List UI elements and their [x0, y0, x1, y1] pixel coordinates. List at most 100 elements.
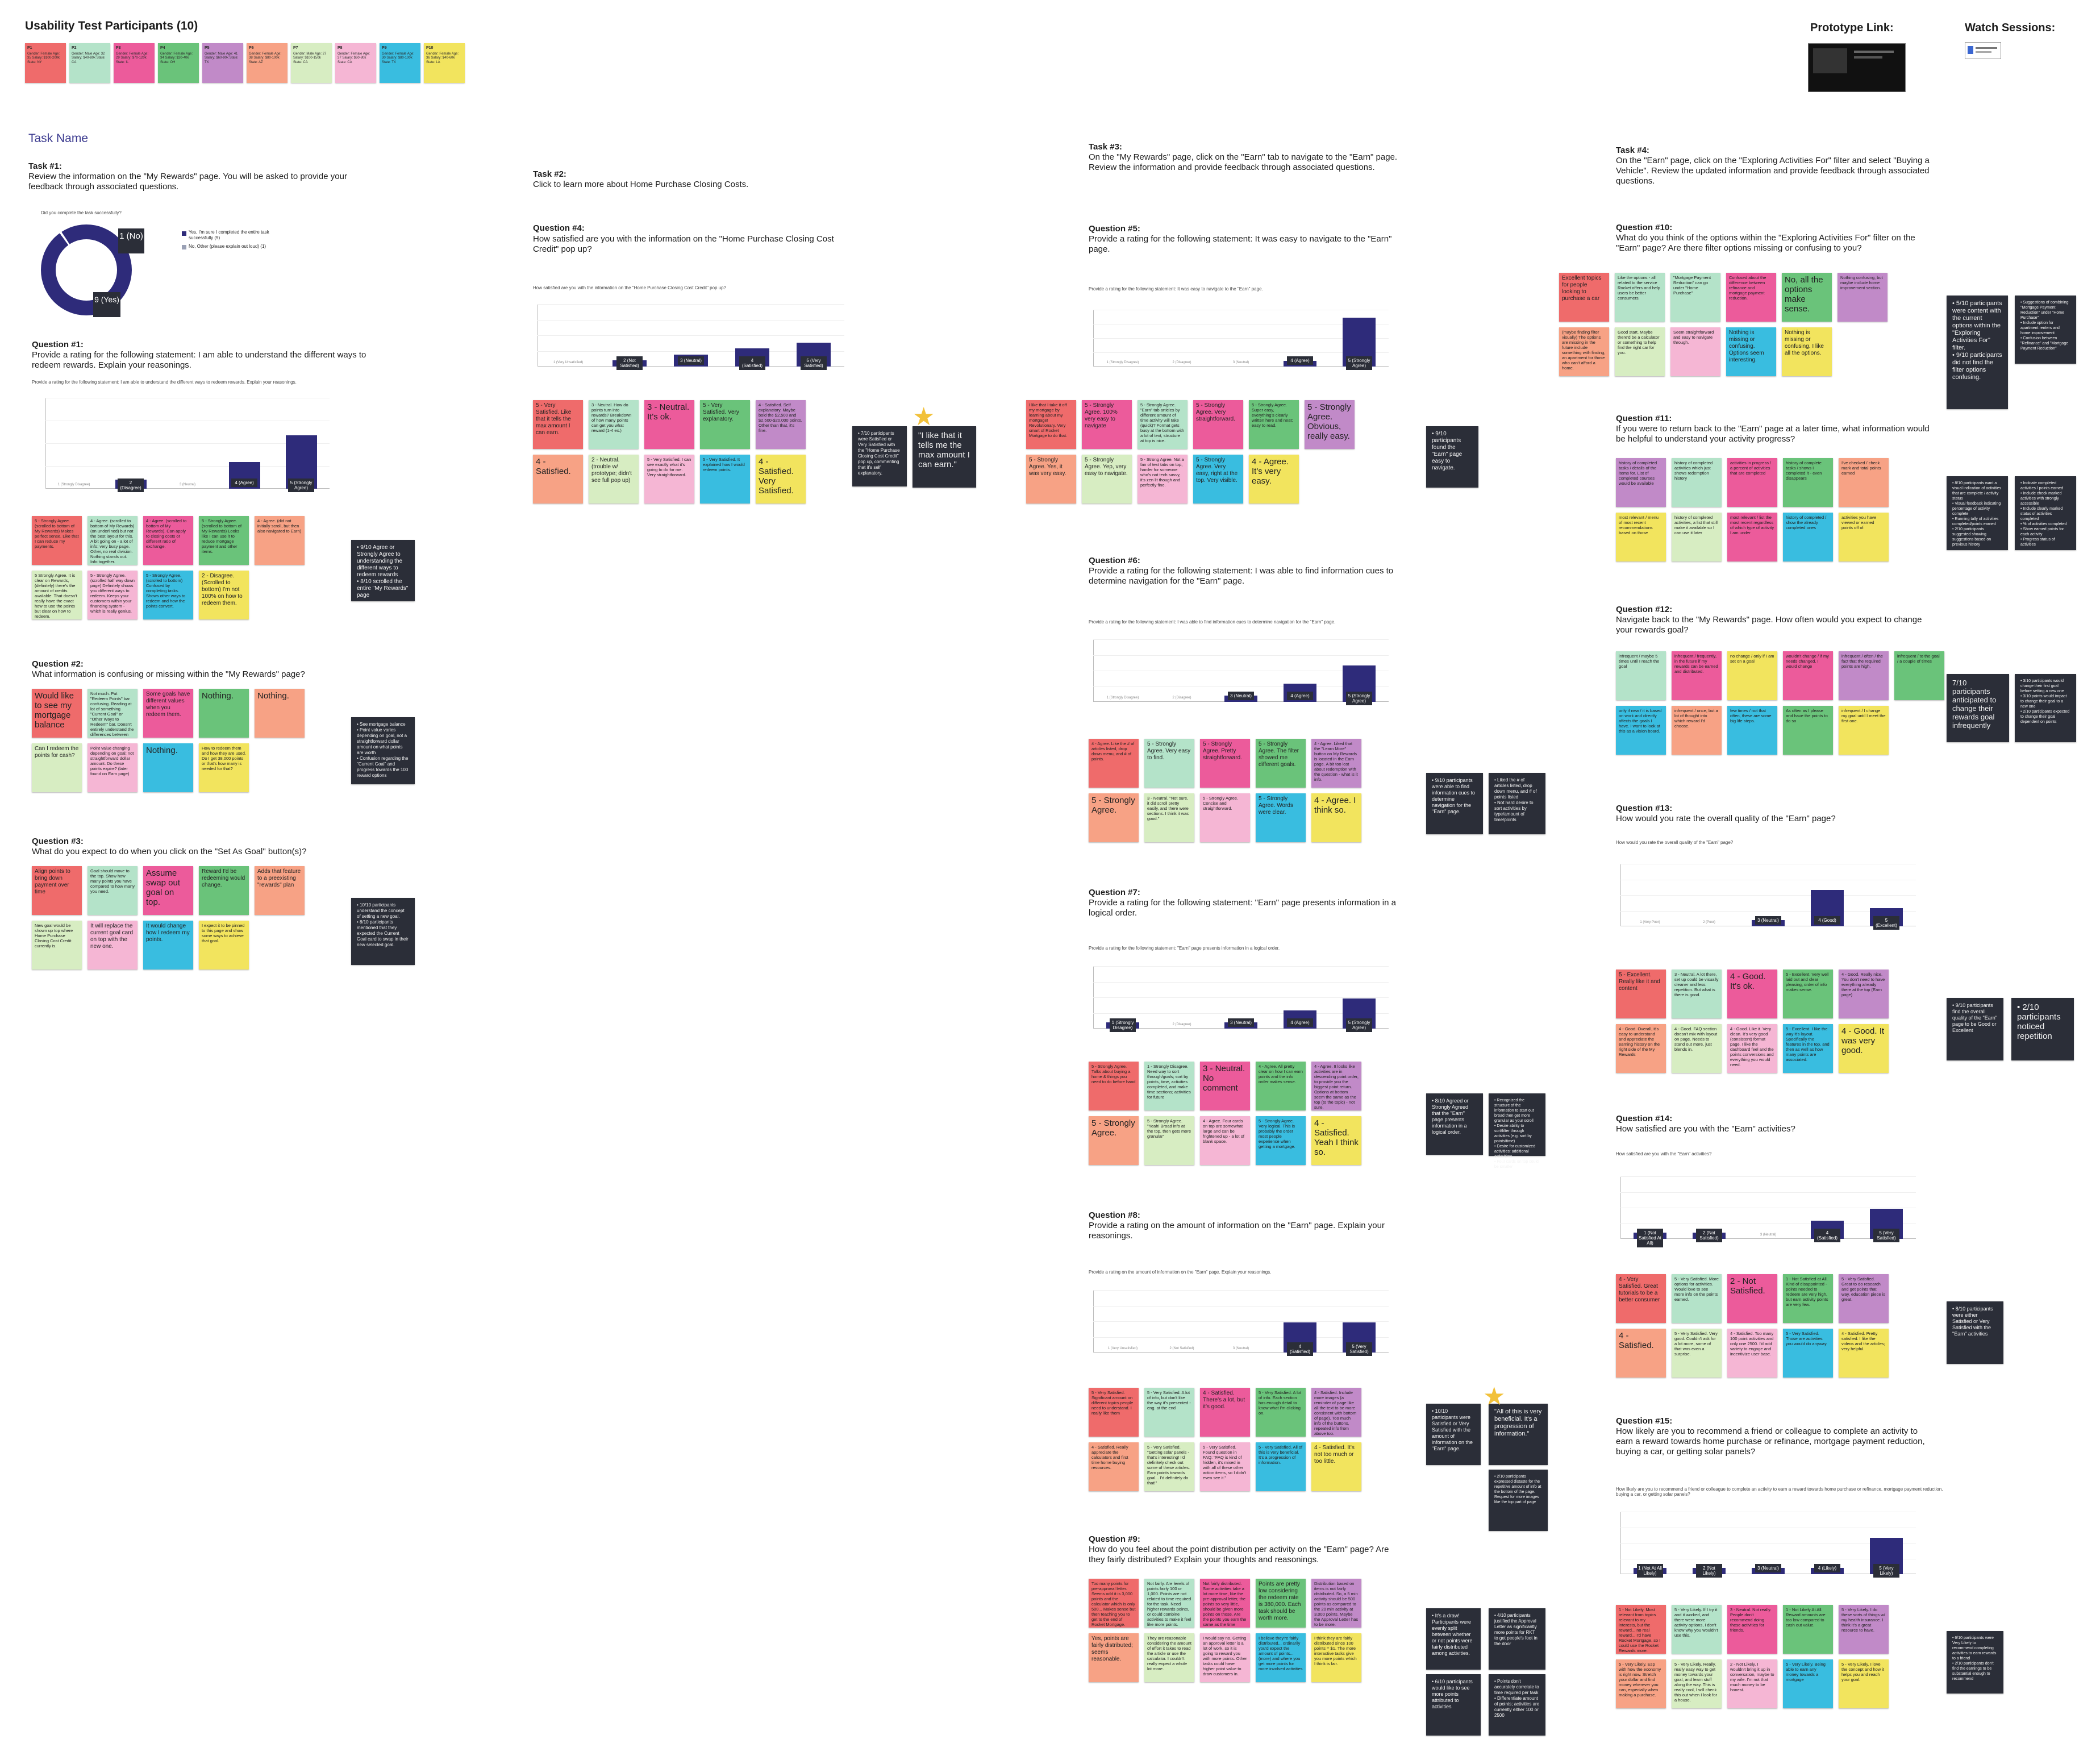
participant-card: P2 Gender: Male Age: 32 Salary: $40-80k S…	[69, 43, 110, 83]
sticky-note: 5 - Strongly Agree. "Earn" tab articles …	[1138, 400, 1188, 449]
link-text-line	[1976, 47, 1997, 49]
q9-title: Question #9:	[1089, 1534, 1140, 1544]
sticky-note: 5 - Strongly Agree. The filter showed me…	[1256, 739, 1306, 788]
q15-bar-chart: 1 (Not At All Likely) 2 (Not Likely) 3 (Ne…	[1620, 1512, 1916, 1578]
sticky-note: Good start. Maybe there'd be a calculato…	[1615, 327, 1665, 376]
sticky-note: 5 - Very Satisfied. Great to do research…	[1839, 1274, 1889, 1323]
sticky-note: 5 - Very Satisfied. Those are activities…	[1783, 1329, 1833, 1378]
sticky-note: 5 - Strongly Agree. Concise and straight…	[1200, 793, 1250, 842]
q7-sticky-notes: 5 - Strongly Agree. Talks about buying a…	[1089, 1062, 1361, 1165]
sticky-note: 5 - Very Likely. I do these sorts of thi…	[1839, 1605, 1889, 1654]
prototype-thumbnail[interactable]	[1808, 43, 1906, 92]
sticky-note: 5 - Strongly Agree. Pretty straightforwa…	[1200, 739, 1250, 788]
q9-summary-note-2: • 6/10 participants would like to see mo…	[1426, 1674, 1481, 1736]
sticky-note: Like the options - all related to the se…	[1615, 273, 1665, 322]
sticky-note: infrequent / often / the fact that the r…	[1839, 651, 1889, 700]
q8-chart-caption: Provide a rating on the amount of inform…	[1089, 1270, 1272, 1275]
sticky-note: 1 - Not Likely At All. Reward amounts ar…	[1783, 1605, 1833, 1654]
chart-category-label: 2 (Disagree)	[1172, 696, 1191, 700]
q14-bar-chart: 1 (Not Satisfied At All) 2 (Not Satisfied…	[1620, 1176, 1916, 1247]
gridline	[1620, 895, 1916, 896]
gridline	[1093, 1337, 1389, 1338]
document-icon	[1968, 46, 1973, 54]
q9-summary-note: • It's a draw! Participants were evenly …	[1426, 1608, 1481, 1670]
participant-id: P3	[116, 46, 121, 50]
q15-chart-caption: How likely are you to recommend a friend…	[1616, 1487, 1943, 1497]
sticky-note: I think they are fairly distributed sinc…	[1311, 1633, 1361, 1682]
sticky-note: 4 - Good. Like it. Very clean. It's very…	[1727, 1024, 1777, 1073]
sticky-note: infrequent / maybe 5 times until I reach…	[1616, 651, 1666, 700]
sticky-note: 5 Strongly Agree. It is clear on Rewards…	[32, 571, 82, 619]
gridline	[1093, 1305, 1389, 1307]
sticky-note: 5 - Very Satisfied. Found question in FA…	[1200, 1442, 1250, 1491]
chart-category-label: 3 (Neutral)	[179, 483, 196, 486]
legend-swatch	[182, 245, 186, 249]
q14-sticky-notes: 4 - Very Satisfied. Great tutorials to b…	[1616, 1274, 1889, 1378]
sticky-note: 1 - Not Satisfied at All. Kind of disapp…	[1783, 1274, 1833, 1323]
q4-text: How satisfied are you with the informati…	[533, 234, 834, 254]
sticky-note: 5 - Very Satisfied. A lot of info. Each …	[1256, 1388, 1306, 1437]
q10-title: Question #10:	[1616, 223, 1673, 232]
task-4-title: Task #4:	[1616, 145, 1649, 155]
sticky-note: Excellent topics for people looking to p…	[1559, 273, 1609, 322]
sticky-note: Confused about the difference between re…	[1726, 273, 1776, 322]
chart-category-label: 1 (Strongly Disagree)	[1106, 361, 1139, 364]
sticky-note: Not much. Put "Redeem Points" bar confus…	[88, 689, 138, 738]
sticky-note: 4 - Good. It was very good.	[1839, 1024, 1889, 1073]
sticky-note: Goal should move to the top. Show how ma…	[88, 866, 138, 915]
q8-summary-note: • 10/10 participants were Satisfied or V…	[1426, 1404, 1481, 1465]
q3-title: Question #3:	[32, 837, 84, 846]
sticky-note: They are reasonable considering the amou…	[1144, 1633, 1194, 1682]
sticky-note: 4 - Agree. Like the # of articles listed…	[1089, 739, 1139, 788]
q8-sticky-notes: 5 - Very Satisfied. Significant amount o…	[1089, 1388, 1361, 1491]
chart-category-label: 3 (Neutral)	[1232, 1347, 1249, 1350]
task-name-heading: Task Name	[28, 132, 89, 145]
task-3-text: On the "My Rewards" page, click on the "…	[1089, 152, 1398, 172]
gridline	[538, 304, 844, 305]
sticky-note: history of complete tasks / shows I comp…	[1783, 458, 1833, 507]
gridline	[1093, 338, 1389, 339]
prototype-preview-line	[1854, 56, 1882, 59]
sticky-note: 5 - Very Satisfied. I can see exactly wh…	[644, 455, 694, 504]
sticky-note: 3 - Neutral. A lot there, set up could b…	[1672, 970, 1722, 1018]
chart-bar-label: 4 (Agree)	[1287, 1018, 1313, 1027]
sticky-note: 5 - Strongly Agree. Yep, very easy to na…	[1082, 455, 1132, 504]
q8-title: Question #8:	[1089, 1210, 1140, 1220]
sticky-note: most relevant / list the most recent reg…	[1727, 513, 1777, 561]
chart-category-label: 1 (Very Poor)	[1640, 921, 1660, 924]
chart-bar-label: 4 (Likely)	[1814, 1564, 1840, 1572]
sticky-note: 5 - Strong Agree. Not a fan of text tabs…	[1138, 455, 1188, 504]
task-3-title: Task #3:	[1089, 142, 1122, 152]
q15-summary-note: • 6/10 participants were Very Likely to …	[1947, 1631, 2003, 1694]
sticky-note: 4 - Satisfied. There's a lot, but it's g…	[1200, 1388, 1250, 1437]
q14-text: How satisfied are you with the "Earn" ac…	[1616, 1124, 1795, 1134]
q4-sticky-notes: 5 - Very Satisfied. Like that it tells t…	[533, 400, 806, 504]
gridline	[1093, 686, 1389, 687]
chart-bar-label: 5 (Strongly Agree)	[1346, 692, 1372, 705]
q11-text: If you were to return back to the "Earn"…	[1616, 424, 1930, 444]
chart-bar-label: 5 (Strongly Agree)	[1346, 356, 1372, 370]
sticky-note: 5 - Excellent. Very well laid out and cl…	[1783, 970, 1833, 1018]
chart-bar-label: 3 (Neutral)	[1228, 692, 1254, 700]
sticky-note: 5 - Strongly Agree. Super easy, everythi…	[1249, 400, 1299, 449]
sticky-note: 5 - Strongly Agree. Very logical. This i…	[1256, 1116, 1306, 1165]
completion-question: Did you complete the task successfully?	[41, 210, 122, 215]
sticky-note: 3 - Neutral. How do points turn into rew…	[589, 400, 639, 449]
gridline	[1620, 910, 1916, 912]
sticky-note: history of completed activities which ju…	[1672, 458, 1722, 507]
sticky-note: Can I redeem the points for cash?	[32, 743, 82, 792]
sticky-note: It would change how I redeem my points.	[143, 921, 193, 970]
page-title: Usability Test Participants (10)	[25, 19, 198, 32]
gridline	[1093, 997, 1389, 998]
participant-details: Gender: Female Age: 34 Salary: $20-40k S…	[160, 52, 193, 64]
watch-session-link[interactable]	[1965, 42, 2001, 59]
gridline	[1093, 352, 1389, 353]
chart-bar-label: 1 (Not Satisfied At All)	[1637, 1229, 1663, 1247]
participant-id: P8	[338, 46, 343, 50]
q1-text: Provide a rating for the following state…	[32, 350, 366, 370]
sticky-note: I believe they're fairly distributed... …	[1256, 1633, 1306, 1682]
q5-sticky-notes: I like that I take it off my mortgage by…	[1026, 400, 1355, 504]
chart-category-label: 2 (Disagree)	[1172, 361, 1191, 364]
q1-bar-chart: 1 (Strongly Disagree) 2 (Disagree) 3 (Neut…	[45, 398, 330, 492]
chart-category-label: 2 (Poor)	[1703, 921, 1715, 924]
